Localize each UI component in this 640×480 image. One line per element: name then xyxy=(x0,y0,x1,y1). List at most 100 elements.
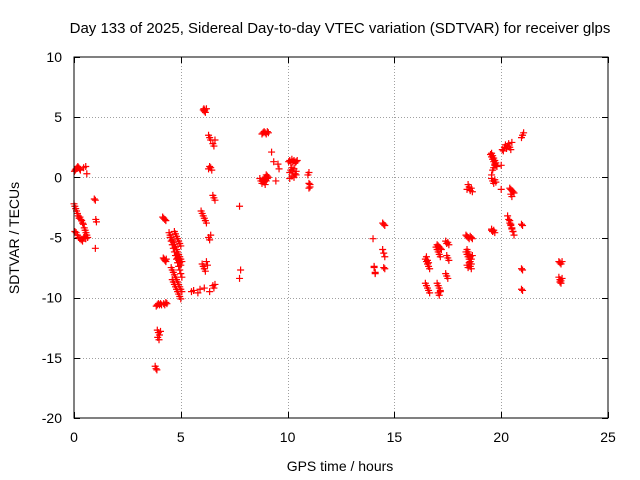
data-point xyxy=(520,129,528,137)
data-point xyxy=(556,278,564,286)
data-point xyxy=(264,129,272,137)
data-point xyxy=(262,171,270,179)
data-point xyxy=(261,181,269,189)
data-point xyxy=(201,267,209,275)
data-point xyxy=(369,235,377,243)
data-point xyxy=(492,178,500,186)
data-point xyxy=(306,181,314,189)
data-point xyxy=(467,255,475,263)
data-point xyxy=(91,196,99,204)
data-point xyxy=(155,336,163,344)
data-point xyxy=(82,235,90,243)
data-point xyxy=(488,171,496,179)
data-point xyxy=(519,286,527,294)
data-point xyxy=(237,266,245,274)
data-point xyxy=(510,189,518,197)
data-point xyxy=(167,237,175,245)
data-point xyxy=(176,266,184,274)
data-point xyxy=(211,196,219,204)
data-point xyxy=(177,261,185,269)
plot-border xyxy=(73,56,609,419)
data-point xyxy=(437,246,445,254)
data-point xyxy=(426,289,434,297)
data-point xyxy=(206,236,214,244)
data-point xyxy=(465,259,473,267)
data-point xyxy=(488,226,496,234)
x-axis-tick-labels: 0 5 10 15 20 25 xyxy=(70,429,616,445)
data-point xyxy=(236,202,244,210)
y-tick-label: -20 xyxy=(42,410,62,426)
data-point xyxy=(509,227,517,235)
y-tick-label: 0 xyxy=(54,169,62,185)
x-tick-label: 20 xyxy=(493,429,509,445)
data-point xyxy=(275,165,283,173)
data-point xyxy=(270,158,278,166)
data-point xyxy=(200,284,208,292)
data-point xyxy=(557,279,565,287)
data-point xyxy=(508,224,516,232)
data-point xyxy=(370,262,378,270)
data-point xyxy=(208,166,216,174)
data-point xyxy=(272,177,280,185)
data-point xyxy=(489,227,497,235)
data-point xyxy=(422,253,430,261)
data-point xyxy=(153,366,161,374)
x-tick-label: 10 xyxy=(280,429,296,445)
data-point xyxy=(491,161,499,169)
data-point xyxy=(274,160,282,168)
data-point xyxy=(517,220,525,228)
data-point xyxy=(71,227,79,235)
data-point xyxy=(467,265,475,273)
data-point xyxy=(157,327,165,335)
data-point xyxy=(505,215,513,223)
data-point xyxy=(210,284,218,292)
data-point xyxy=(170,248,178,256)
data-point xyxy=(263,128,271,136)
data-point xyxy=(79,220,87,228)
data-point xyxy=(468,235,476,243)
data-point xyxy=(92,218,100,226)
data-point xyxy=(445,256,453,264)
data-point xyxy=(190,286,198,294)
data-point xyxy=(510,231,518,239)
data-point xyxy=(196,285,204,293)
data-point xyxy=(381,265,389,273)
data-point xyxy=(468,188,476,196)
data-point xyxy=(293,156,301,164)
data-point xyxy=(161,256,169,264)
data-point xyxy=(194,289,202,297)
data-point xyxy=(162,255,170,263)
data-point xyxy=(436,253,444,261)
data-point xyxy=(380,264,388,272)
x-tick-label: 25 xyxy=(600,429,616,445)
data-point xyxy=(83,170,91,178)
y-tick-label: 10 xyxy=(46,49,62,65)
x-tick-label: 5 xyxy=(177,429,185,445)
data-point xyxy=(202,219,210,227)
data-point xyxy=(497,185,505,193)
data-point xyxy=(163,300,171,308)
data-point xyxy=(79,219,87,227)
y-axis-label: SDTVAR / TECUs xyxy=(6,182,22,294)
data-point xyxy=(204,261,211,269)
x-tick-label: 15 xyxy=(387,429,403,445)
data-point xyxy=(91,244,99,252)
data-point xyxy=(211,136,219,144)
data-point xyxy=(381,221,389,229)
data-point xyxy=(76,165,84,173)
data-point xyxy=(497,161,505,169)
data-point xyxy=(504,212,512,220)
data-point xyxy=(162,298,170,306)
data-point xyxy=(379,246,387,254)
x-tick-label: 0 xyxy=(70,429,78,445)
data-point xyxy=(507,146,515,154)
data-point xyxy=(505,140,513,148)
data-points xyxy=(70,105,566,374)
data-point xyxy=(305,169,313,177)
data-point xyxy=(178,273,186,281)
data-point xyxy=(426,265,434,273)
data-point xyxy=(467,234,475,241)
data-point xyxy=(380,249,388,257)
x-axis-label: GPS time / hours xyxy=(287,458,394,474)
